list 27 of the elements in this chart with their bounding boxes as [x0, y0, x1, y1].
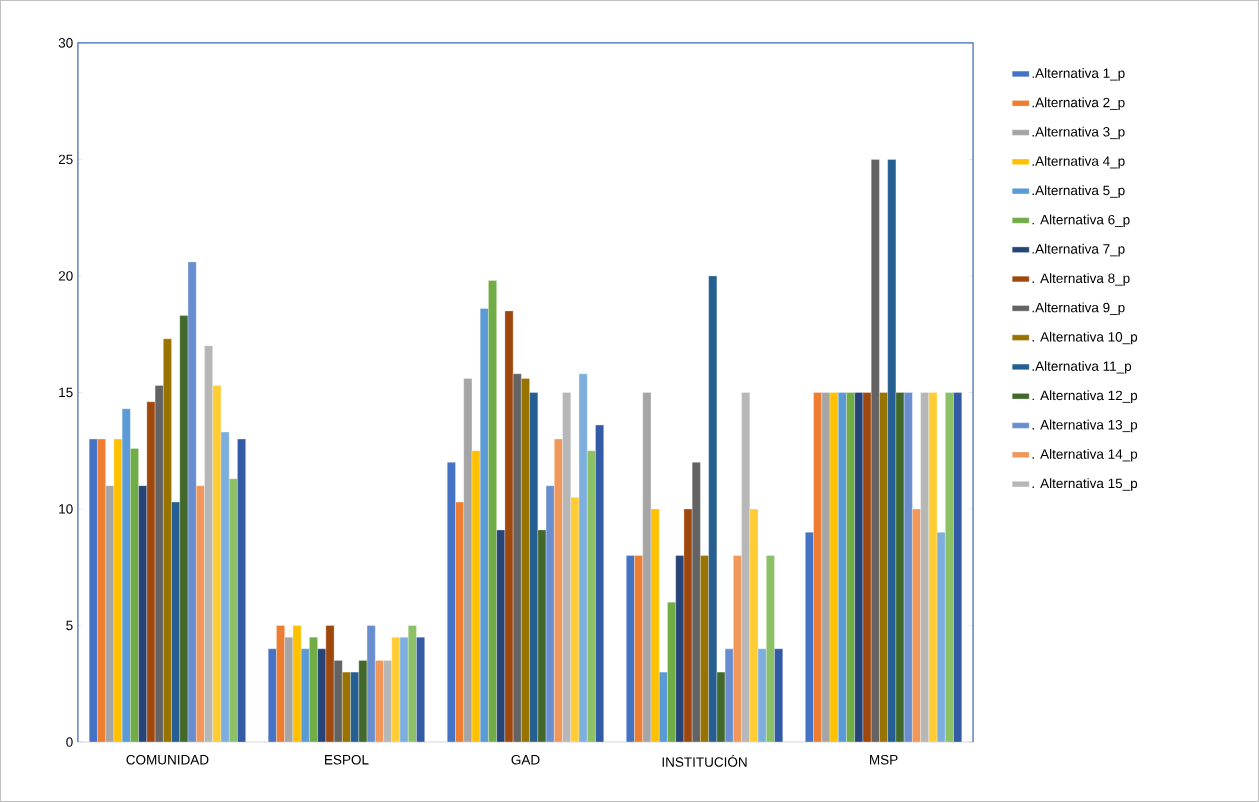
x-tick-label: ESPOL: [325, 755, 369, 765]
legend-label: . Alternativa 14_p: [1032, 448, 1138, 462]
legend-label: .Alternativa 7_p: [1032, 243, 1125, 257]
legend-label: .Alternativa 9_p: [1032, 302, 1125, 316]
legend-label: .Alternativa 5_p: [1032, 185, 1125, 198]
legend-label: . Alternativa 15_p: [1032, 478, 1138, 491]
y-tick-label: 25: [58, 154, 73, 165]
y-tick-label: 15: [59, 387, 73, 398]
y-tick-label: 5: [66, 620, 73, 631]
legend-label: .Alternativa 2_p: [1032, 97, 1125, 110]
legend-label: . Alternativa 6_p: [1032, 214, 1130, 228]
y-tick-label: 0: [66, 737, 73, 747]
x-tick-label: COMUNIDAD: [126, 755, 209, 765]
legend-label: .Alternativa 3_p: [1032, 126, 1125, 140]
x-tick-label: MSP: [870, 755, 898, 765]
y-tick-label: 20: [58, 271, 73, 281]
legend-label: . Alternativa 10_p: [1032, 331, 1138, 345]
legend-label: . Alternativa 13_p: [1032, 419, 1138, 433]
legend-label: .Alternativa 1_p: [1032, 68, 1125, 81]
x-tick-label: INSTITUCIÓN: [662, 755, 747, 767]
x-tick-label: GAD: [511, 755, 540, 765]
y-tick-label: 30: [58, 38, 73, 48]
legend-label: . Alternativa 8_p: [1032, 273, 1130, 286]
legend-label: . Alternativa 12_p: [1032, 390, 1138, 403]
y-tick-label: 10: [59, 504, 73, 514]
legend-label: .Alternativa 11_p: [1032, 361, 1132, 374]
legend-label: .Alternativa 4_p: [1032, 155, 1125, 169]
